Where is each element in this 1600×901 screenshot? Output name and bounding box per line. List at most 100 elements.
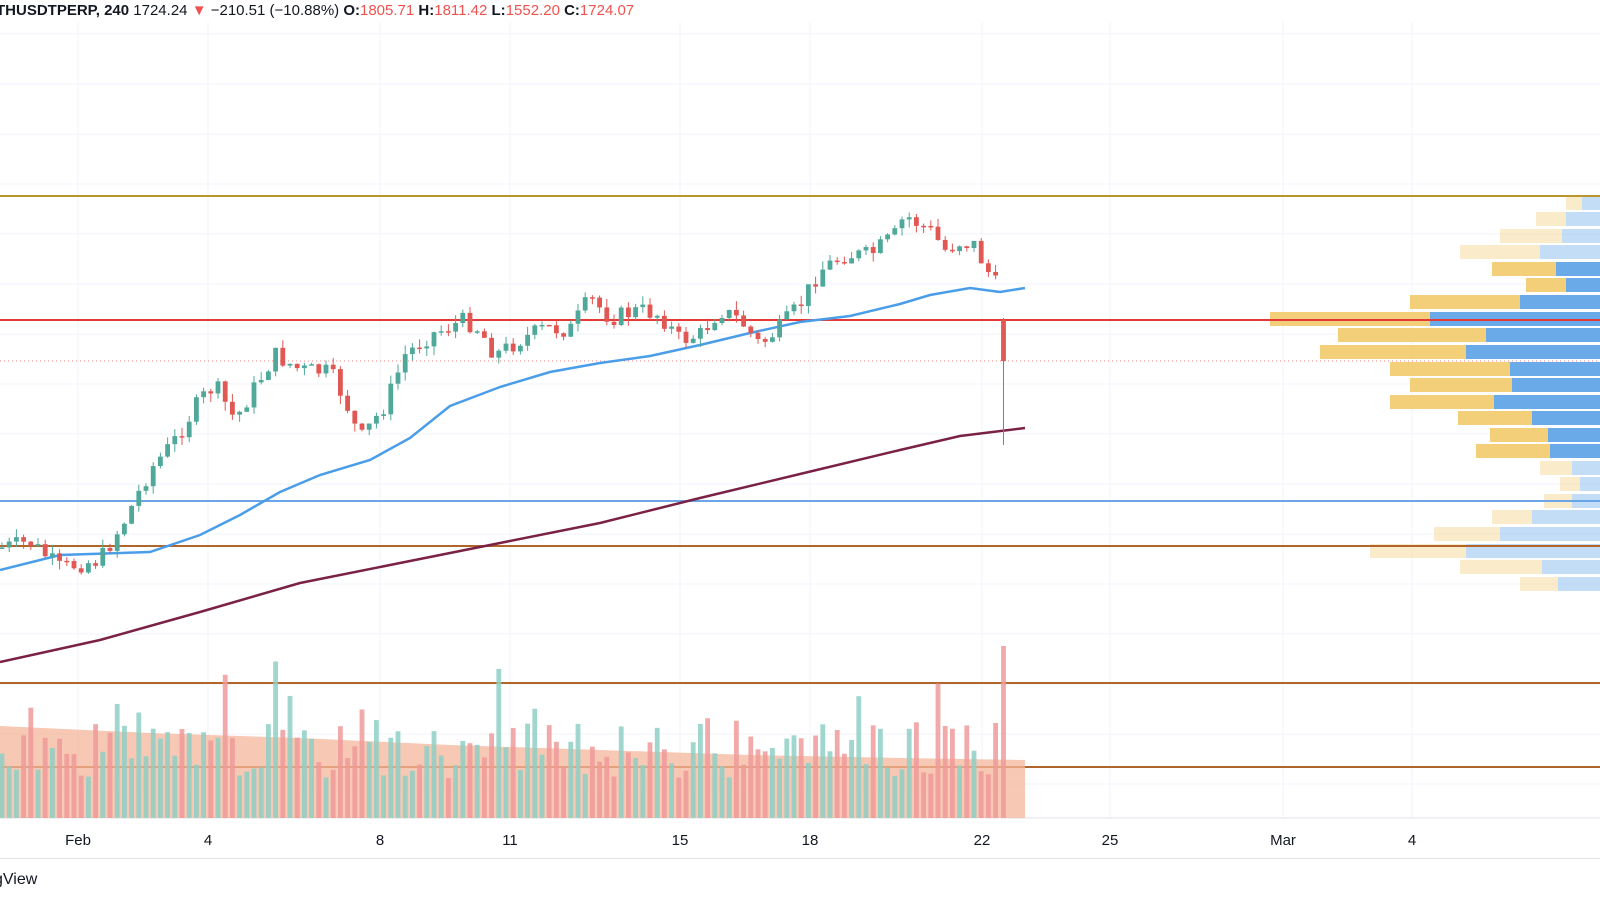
volume-bar — [381, 775, 386, 818]
candle-body — [784, 311, 790, 320]
volume-bar — [208, 740, 214, 818]
candle-body — [957, 246, 962, 252]
volume-bar — [388, 737, 394, 818]
volume-bar — [676, 777, 682, 818]
vp-sell-bar — [1486, 328, 1600, 342]
volume-bar — [438, 755, 444, 818]
candle-body — [496, 350, 502, 358]
volume-bar — [330, 769, 336, 818]
time-axis: Feb 4 8 11 15 18 22 25 Mar 4 — [65, 832, 1416, 849]
candle-body — [201, 391, 206, 398]
volume-bar — [993, 723, 998, 818]
candle-body — [431, 332, 437, 347]
vp-sell-bar — [1532, 510, 1600, 524]
volume-bar — [374, 720, 379, 818]
candle-body — [683, 331, 689, 343]
candle-body — [460, 312, 466, 324]
volume-bar — [482, 757, 487, 818]
volume-bar — [107, 732, 113, 818]
candle-body — [885, 234, 890, 240]
volume-bar — [647, 742, 653, 818]
volume-bar — [899, 769, 905, 818]
volume-bar — [834, 730, 840, 818]
volume-bar — [287, 695, 293, 818]
volume-bar — [626, 752, 631, 818]
price-chart[interactable]: Feb 4 8 11 15 18 22 25 Mar 4 — [0, 0, 1600, 858]
candle-body — [950, 249, 955, 252]
candle-body — [244, 407, 250, 412]
volume-bar — [921, 772, 926, 818]
vp-buy-bar — [1566, 196, 1582, 210]
candle-body — [604, 307, 610, 322]
candle-body — [633, 307, 638, 318]
volume-bar — [748, 736, 754, 818]
volume-bar — [575, 723, 581, 818]
volume-bar — [129, 758, 134, 818]
vp-sell-bar — [1532, 411, 1600, 425]
candle-body — [172, 436, 178, 445]
candle-body — [194, 397, 199, 422]
candle-body — [748, 326, 754, 333]
volume-bar — [474, 744, 480, 818]
volume-bar — [611, 776, 617, 818]
candle-body — [690, 338, 696, 343]
price-change: −210.51 (−10.88%) — [210, 2, 340, 19]
candle-body — [266, 371, 271, 380]
volume-bar — [251, 768, 257, 818]
volume-bar — [424, 746, 430, 818]
vp-sell-bar — [1512, 378, 1600, 392]
candle-body — [14, 537, 19, 542]
candle-body — [539, 324, 545, 327]
volume-bar — [712, 753, 718, 818]
candle-body — [914, 217, 919, 226]
volume-bar — [230, 738, 235, 818]
candle-body — [410, 347, 415, 355]
chart-grid — [0, 22, 1600, 819]
volume-bar — [194, 764, 199, 818]
last-price: 1724.24 — [133, 2, 188, 19]
volume-bar — [978, 771, 984, 818]
candle-body — [474, 331, 480, 333]
candle-body — [237, 411, 242, 415]
candle-body — [503, 343, 509, 351]
candle-body — [179, 436, 185, 438]
volume-bar — [798, 738, 804, 818]
candle-body — [942, 239, 948, 250]
candle-body — [388, 383, 394, 415]
volume-bar — [50, 748, 55, 818]
vp-sell-bar — [1580, 477, 1600, 491]
candle-body — [215, 381, 221, 394]
candle-body — [705, 328, 710, 331]
candle-body — [64, 560, 70, 563]
high-value: 1811.42 — [434, 2, 488, 19]
candle-body — [518, 345, 523, 352]
candle-body — [762, 339, 768, 342]
candle-body — [129, 505, 134, 524]
time-axis-label: Feb — [65, 832, 91, 849]
candle-body — [294, 363, 300, 369]
candle-body — [813, 284, 818, 287]
vp-buy-bar — [1410, 295, 1520, 309]
volume-bar — [136, 712, 142, 818]
candle-body — [575, 310, 581, 324]
candle-body — [1001, 320, 1006, 361]
close-value: 1724.07 — [579, 2, 635, 19]
candle-body — [78, 568, 84, 573]
vp-buy-bar — [1540, 461, 1572, 475]
symbol-label[interactable]: THUSDTPERP, 240 — [0, 2, 130, 19]
volume-bar — [539, 754, 545, 818]
candle-body — [971, 240, 977, 248]
volume-bar — [258, 767, 264, 818]
close-label: C: — [564, 2, 580, 19]
low-value: 1552.20 — [505, 2, 560, 19]
candle-body — [71, 561, 77, 569]
volume-bar — [683, 770, 689, 818]
volume-bar — [244, 771, 250, 818]
candle-body — [352, 410, 358, 424]
vp-buy-bar — [1526, 278, 1566, 292]
candle-body — [35, 544, 41, 546]
candle-body — [330, 364, 336, 370]
volume-bar — [942, 726, 948, 818]
time-axis-label: Mar — [1270, 832, 1296, 849]
volume-bar — [762, 751, 768, 818]
